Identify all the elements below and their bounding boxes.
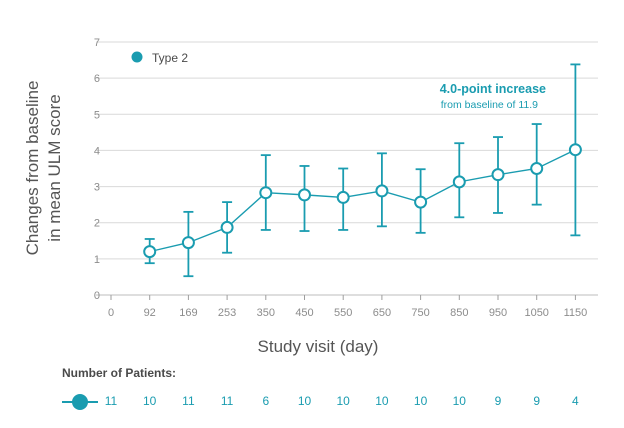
patient-count: 10 [452,394,466,408]
legend: Type 2 [131,51,188,65]
data-point [375,184,389,198]
y-tick-label: 5 [94,109,100,121]
data-point [220,220,234,234]
patient-count: 10 [375,394,389,408]
legend-label: Type 2 [152,51,188,65]
patients-title: Number of Patients: [62,366,177,380]
y-axis-ticks: 0 1 2 3 4 5 6 7 [94,37,100,302]
y-tick-label: 4 [94,145,100,157]
y-tick-label: 0 [94,290,100,302]
x-tick-label: 550 [334,307,352,319]
patients-row: 11 10 11 11 6 10 10 10 10 10 9 9 4 [0,392,624,412]
data-point [568,143,582,157]
annotation: 4.0-point increase from baseline of 11.9 [440,82,546,111]
patient-count: 9 [494,394,502,408]
annotation-subtitle: from baseline of 11.9 [441,99,538,111]
data-point [452,175,466,189]
data-point [530,162,544,175]
patient-count: 6 [262,394,270,408]
annotation-title: 4.0-point increase [440,82,546,96]
data-point [298,188,311,202]
patient-count: 10 [297,394,312,408]
x-tick-label: 350 [257,307,275,319]
patients-legend-marker [62,394,98,410]
x-tick-label: 92 [144,307,156,319]
patient-count: 11 [182,394,195,408]
x-tick-label: 169 [179,307,197,319]
patient-count: 11 [220,394,234,408]
y-axis-title-line-1: Changes from baseline [23,81,42,256]
x-tick-label: 1050 [524,307,548,319]
x-tick-label: 950 [489,307,507,319]
grid [96,41,598,296]
patient-count: 10 [336,394,350,408]
data-point [414,195,428,209]
x-tick-label: 0 [108,307,114,319]
x-axis-ticks: 0 92 169 253 350 450 550 650 750 850 950 1050 1150 [108,295,587,319]
y-tick-label: 7 [94,37,100,49]
series-type-2 [143,63,582,278]
y-tick-label: 6 [94,73,100,85]
x-tick-label: 1150 [564,307,588,319]
data-point [181,236,195,250]
x-tick-label: 850 [450,307,468,319]
y-axis-title: Changes from baseline in mean ULM score [23,81,64,256]
patient-count: 10 [143,394,157,408]
data-point [259,186,273,200]
y-axis-title-line-2: in mean ULM score [45,94,64,241]
y-tick-label: 3 [94,182,100,194]
patient-count: 10 [413,394,428,408]
patient-count: 11 [104,394,118,408]
data-point [336,190,350,204]
x-tick-label: 650 [373,307,391,319]
x-tick-label: 253 [218,307,236,319]
series-line [149,149,576,253]
x-axis-title: Study visit (day) [258,337,379,356]
chart: 0 1 2 3 4 5 6 7 0 92 169 253 350 450 550 650 750 850 950 1… [23,37,598,356]
legend-marker [131,51,143,63]
y-tick-label: 1 [94,254,100,266]
y-tick-label: 2 [94,218,100,230]
patient-count: 9 [533,394,541,408]
x-tick-label: 750 [411,307,429,319]
data-point [491,168,505,182]
x-tick-label: 450 [295,307,313,319]
patient-count: 4 [572,394,579,408]
data-point [143,245,157,259]
